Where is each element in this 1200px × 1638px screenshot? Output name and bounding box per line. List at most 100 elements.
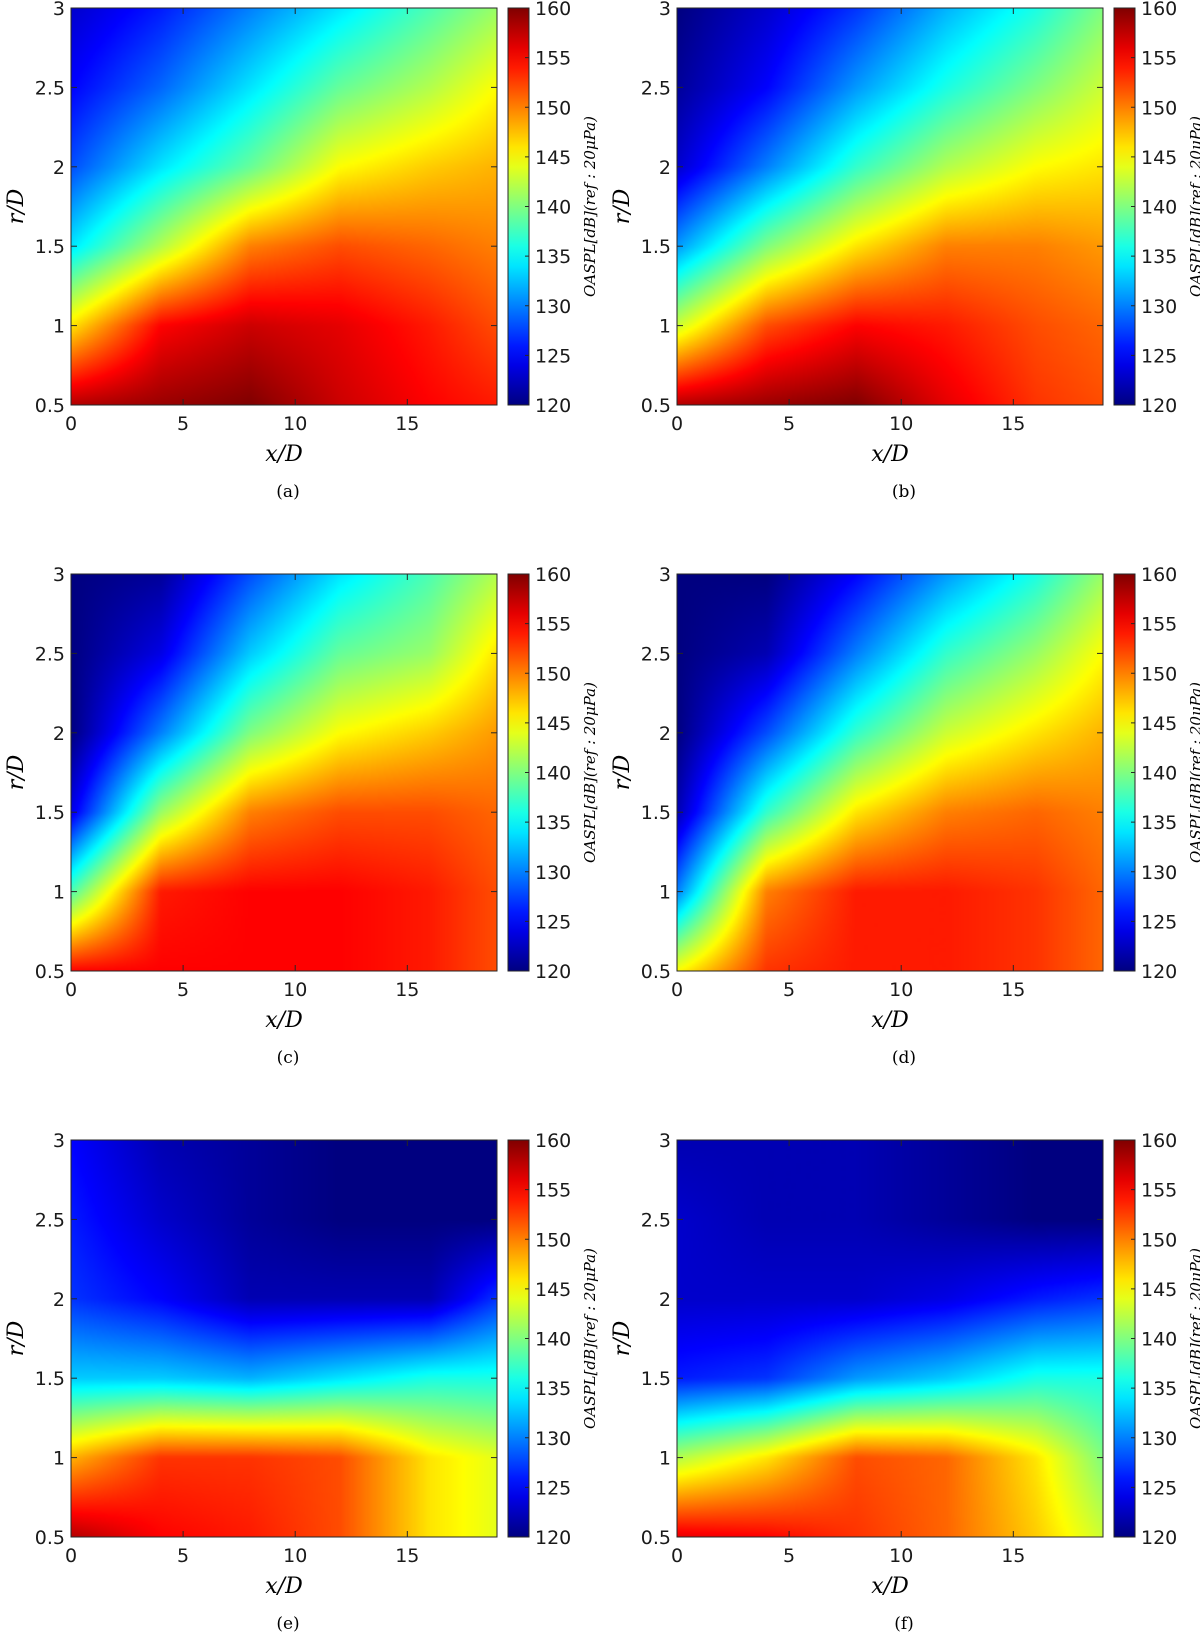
heatmap-panel: 0 5 10 15 0.5 1 1.5 2 2.5 3 x/D r/D 120 125 130 135 140 1… bbox=[4, 1130, 599, 1634]
plot-frame bbox=[676, 7, 1104, 406]
colorbar-tick-label: 150 bbox=[1141, 663, 1177, 685]
y-axis-label: r/D bbox=[610, 188, 635, 224]
colorbar-tick-label: 120 bbox=[1141, 395, 1177, 417]
colorbar-tick-label: 160 bbox=[1141, 564, 1177, 586]
colorbar-tick-label: 160 bbox=[535, 564, 571, 586]
y-axis-label: r/D bbox=[4, 188, 29, 224]
x-axis-label: x/D bbox=[871, 1008, 909, 1033]
y-axis-label: r/D bbox=[610, 754, 635, 790]
x-axis-label: x/D bbox=[871, 442, 909, 467]
colorbar-label: OASPL[dB](ref : 20μPa) bbox=[1187, 682, 1200, 863]
colorbar-tick-label: 155 bbox=[1141, 614, 1177, 636]
colorbar-tick-label: 140 bbox=[535, 763, 571, 785]
heatmap-field bbox=[677, 8, 1103, 405]
subfigure-caption: (e) bbox=[276, 1614, 299, 1634]
colorbar-tick-label: 160 bbox=[1141, 0, 1177, 20]
heatmap-field bbox=[71, 8, 497, 405]
y-tick-label: 2 bbox=[659, 723, 671, 745]
colorbar-tick-label: 125 bbox=[535, 1477, 571, 1499]
x-tick-label: 0 bbox=[65, 979, 77, 1001]
x-tick-label: 5 bbox=[783, 1545, 795, 1567]
x-tick-label: 10 bbox=[889, 1545, 913, 1567]
y-tick-label: 1.5 bbox=[35, 1368, 65, 1390]
x-tick-label: 10 bbox=[889, 413, 913, 435]
colorbar-tick-label: 155 bbox=[1141, 1180, 1177, 1202]
x-axis-label: x/D bbox=[265, 442, 303, 467]
y-tick-label: 1.5 bbox=[35, 236, 65, 258]
x-tick-label: 5 bbox=[783, 979, 795, 1001]
y-tick-label: 2.5 bbox=[641, 643, 671, 665]
y-tick-label: 3 bbox=[53, 1130, 65, 1152]
y-tick-label: 2.5 bbox=[641, 77, 671, 99]
plot-frame bbox=[676, 1139, 1104, 1538]
y-tick-label: 2.5 bbox=[35, 643, 65, 665]
colorbar-tick-label: 155 bbox=[535, 48, 571, 70]
y-axis-label: r/D bbox=[4, 754, 29, 790]
colorbar-tick-label: 130 bbox=[1141, 296, 1177, 318]
heatmap-panel: 0 5 10 15 0.5 1 1.5 2 2.5 3 x/D r/D 120 125 130 135 140 1… bbox=[4, 0, 599, 502]
colorbar-tick-label: 125 bbox=[1141, 345, 1177, 367]
colorbar-tick-label: 130 bbox=[535, 296, 571, 318]
y-tick-label: 0.5 bbox=[35, 961, 65, 983]
y-tick-label: 0.5 bbox=[35, 395, 65, 417]
subfigure-caption: (f) bbox=[894, 1614, 914, 1634]
y-tick-label: 3 bbox=[53, 564, 65, 586]
y-tick-label: 1.5 bbox=[35, 802, 65, 824]
colorbar-tick-label: 145 bbox=[535, 1279, 571, 1301]
colorbar-label: OASPL[dB](ref : 20μPa) bbox=[581, 1248, 599, 1429]
x-tick-label: 10 bbox=[283, 979, 307, 1001]
colorbar-tick-label: 120 bbox=[535, 1527, 571, 1549]
colorbar-label: OASPL[dB](ref : 20μPa) bbox=[581, 116, 599, 297]
colorbar-tick-label: 130 bbox=[535, 1428, 571, 1450]
colorbar-tick-label: 160 bbox=[535, 0, 571, 20]
x-tick-label: 5 bbox=[783, 413, 795, 435]
y-tick-label: 2 bbox=[659, 1289, 671, 1311]
colorbar-tick-label: 120 bbox=[1141, 961, 1177, 983]
x-axis-label: x/D bbox=[265, 1574, 303, 1599]
heatmap-panel: 0 5 10 15 0.5 1 1.5 2 2.5 3 x/D r/D 120 125 130 135 140 1… bbox=[610, 1130, 1200, 1634]
colorbar-tick-label: 160 bbox=[535, 1130, 571, 1152]
subfigure-caption: (d) bbox=[892, 1048, 916, 1068]
colorbar-tick-label: 155 bbox=[535, 1180, 571, 1202]
y-tick-label: 1 bbox=[659, 882, 671, 904]
colorbar-tick-label: 160 bbox=[1141, 1130, 1177, 1152]
colorbar-tick-label: 145 bbox=[1141, 147, 1177, 169]
colorbar-tick-label: 140 bbox=[1141, 763, 1177, 785]
colorbar-label: OASPL[dB](ref : 20μPa) bbox=[1187, 116, 1200, 297]
subfigure-caption: (c) bbox=[277, 1048, 300, 1068]
y-tick-label: 1 bbox=[53, 882, 65, 904]
x-axis-label: x/D bbox=[265, 1008, 303, 1033]
y-tick-label: 0.5 bbox=[641, 395, 671, 417]
heatmap-panel: 0 5 10 15 0.5 1 1.5 2 2.5 3 x/D r/D 120 125 130 135 140 1… bbox=[610, 564, 1200, 1068]
y-tick-label: 2.5 bbox=[641, 1209, 671, 1231]
x-axis-label: x/D bbox=[871, 1574, 909, 1599]
y-tick-label: 1 bbox=[53, 316, 65, 338]
colorbar-tick-label: 145 bbox=[535, 713, 571, 735]
y-tick-label: 0.5 bbox=[35, 1527, 65, 1549]
heatmap-field bbox=[677, 574, 1103, 971]
y-tick-label: 1.5 bbox=[641, 236, 671, 258]
heatmap-field bbox=[677, 1140, 1103, 1537]
subfigure-caption: (a) bbox=[276, 482, 299, 502]
colorbar-tick-label: 140 bbox=[535, 1329, 571, 1351]
colorbar-tick-label: 140 bbox=[1141, 197, 1177, 219]
colorbar-label: OASPL[dB](ref : 20μPa) bbox=[1187, 1248, 1200, 1429]
colorbar-label: OASPL[dB](ref : 20μPa) bbox=[581, 682, 599, 863]
x-tick-label: 0 bbox=[65, 413, 77, 435]
x-tick-label: 0 bbox=[671, 979, 683, 1001]
plot-frame bbox=[70, 1139, 498, 1538]
plot-frame bbox=[70, 7, 498, 406]
x-tick-label: 5 bbox=[177, 1545, 189, 1567]
y-tick-label: 2 bbox=[659, 157, 671, 179]
colorbar-tick-label: 150 bbox=[535, 663, 571, 685]
subfigure-caption: (b) bbox=[892, 482, 916, 502]
heatmap-panel: 0 5 10 15 0.5 1 1.5 2 2.5 3 x/D r/D 120 125 130 135 140 1… bbox=[610, 0, 1200, 502]
colorbar-tick-label: 145 bbox=[535, 147, 571, 169]
x-tick-label: 15 bbox=[395, 979, 419, 1001]
heatmap-panel: 0 5 10 15 0.5 1 1.5 2 2.5 3 x/D r/D 120 125 130 135 140 1… bbox=[4, 564, 599, 1068]
y-tick-label: 3 bbox=[659, 564, 671, 586]
y-tick-label: 3 bbox=[53, 0, 65, 20]
colorbar-tick-label: 140 bbox=[535, 197, 571, 219]
y-tick-label: 1.5 bbox=[641, 802, 671, 824]
